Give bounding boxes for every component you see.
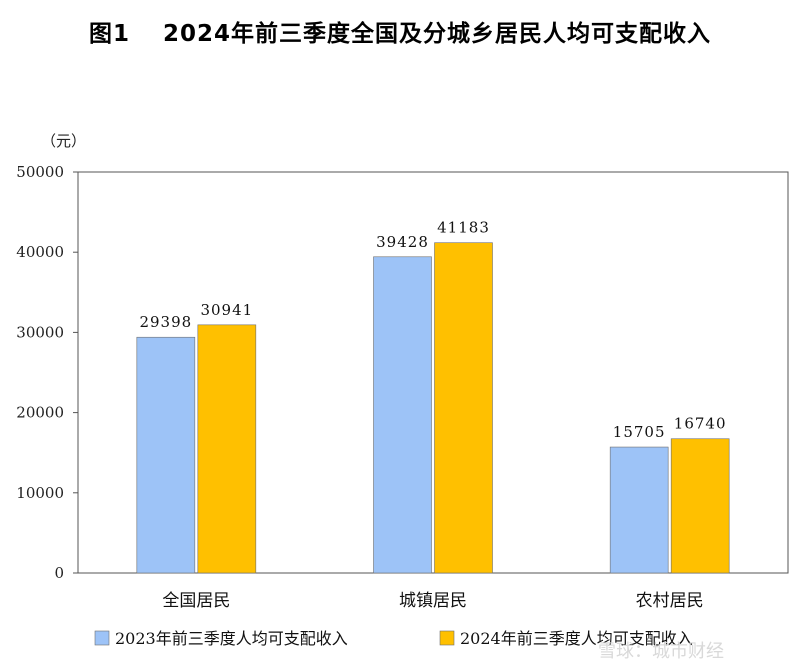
- bar-2023-0: [136, 336, 196, 574]
- legend-label: 2024年前三季度人均可支配收入: [460, 629, 693, 648]
- data-label: 41183: [437, 219, 490, 237]
- data-label: 30941: [200, 301, 253, 319]
- bar-2023-2: [609, 446, 669, 574]
- x-axis-categories: 全国居民 城镇居民 农村居民: [162, 591, 703, 611]
- bar-2024-2: [670, 438, 730, 574]
- legend-label: 2023年前三季度人均可支配收入: [115, 629, 348, 648]
- bars: [136, 242, 730, 574]
- y-axis-unit-label: （元）: [41, 132, 86, 150]
- watermark: 雪球：城市财经: [598, 641, 724, 662]
- y-tick-label: 40000: [16, 243, 64, 261]
- x-category-label: 全国居民: [162, 591, 230, 611]
- legend: 2023年前三季度人均可支配收入 2024年前三季度人均可支配收入: [94, 629, 693, 648]
- y-tick-label: 0: [54, 564, 64, 582]
- data-label: 15705: [613, 423, 666, 441]
- data-label: 39428: [376, 233, 429, 251]
- legend-swatch: [439, 630, 455, 646]
- y-tick-label: 50000: [16, 163, 64, 181]
- x-category-label: 农村居民: [636, 591, 704, 611]
- y-tick-label: 20000: [16, 404, 64, 422]
- bar-2024-0: [197, 324, 257, 574]
- y-tick-label: 30000: [16, 323, 64, 341]
- chart-title: 图1 2024年前三季度全国及分城乡居民人均可支配收入: [88, 21, 712, 47]
- bar-2023-1: [373, 256, 432, 574]
- plot-area-frame: [77, 171, 789, 574]
- data-labels: 29398 30941 39428 41183 15705 16740: [139, 219, 727, 441]
- bar-2024-1: [434, 242, 493, 574]
- legend-swatch: [94, 630, 110, 646]
- y-tick-label: 10000: [16, 484, 64, 502]
- y-axis-ticks: 0 10000 20000 30000 40000 50000: [16, 163, 78, 582]
- x-category-label: 城镇居民: [399, 591, 467, 611]
- data-label: 29398: [139, 313, 192, 331]
- data-label: 16740: [674, 415, 727, 433]
